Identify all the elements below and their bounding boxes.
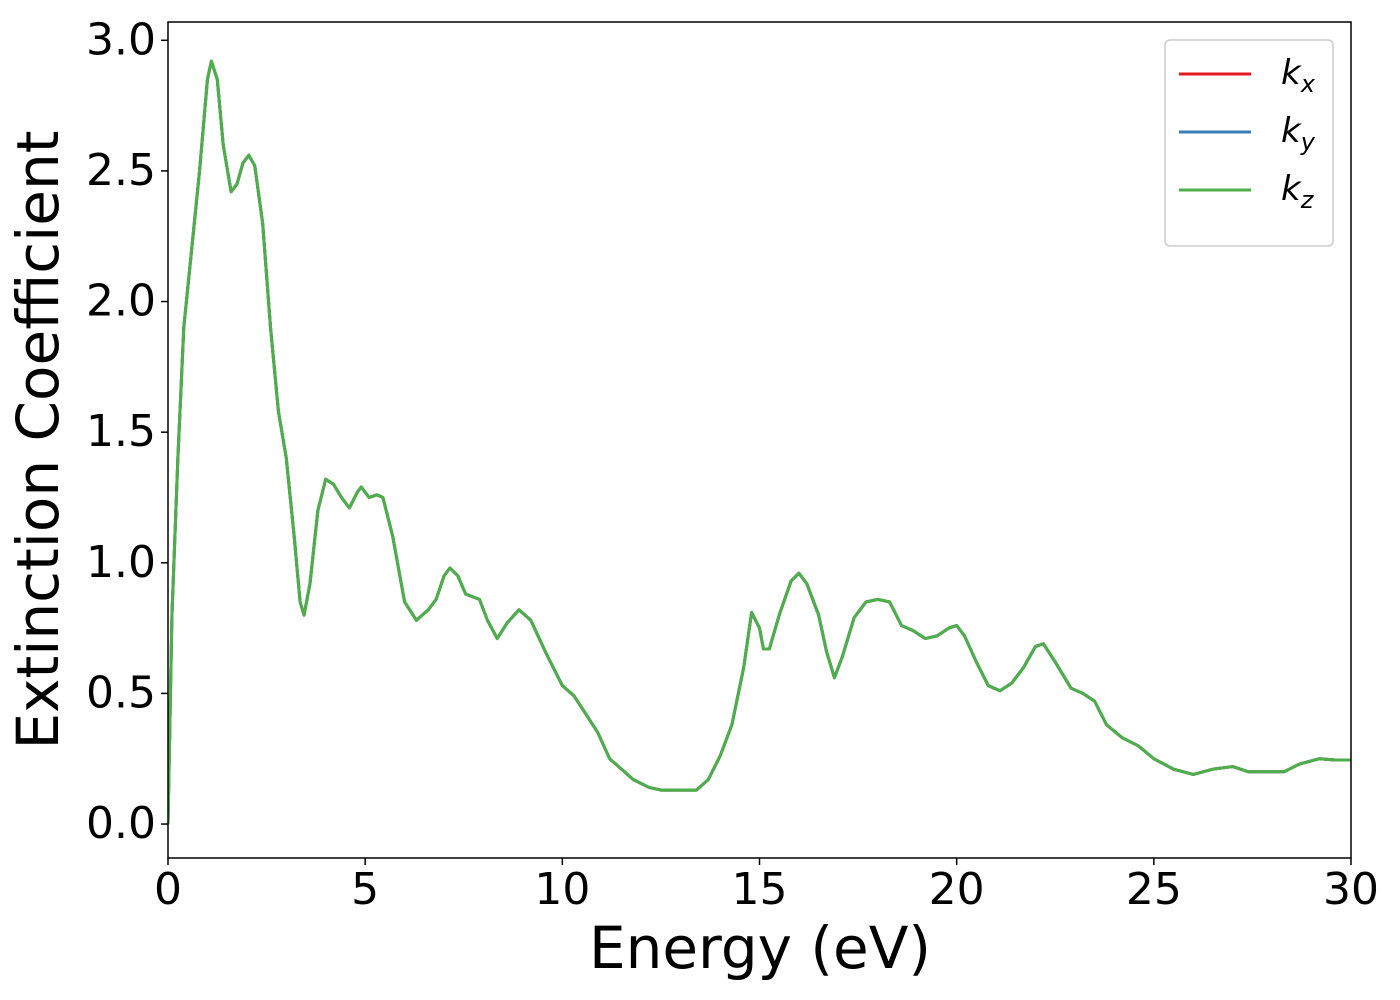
y-axis-label: Extinction Coefficient <box>4 131 72 750</box>
y-tick-label: 0.5 <box>86 667 156 718</box>
x-tick-label: 0 <box>154 864 182 915</box>
legend-box <box>1164 39 1334 247</box>
x-tick-label: 25 <box>1126 864 1182 915</box>
legend-label: kx <box>1281 53 1316 98</box>
x-tick-label: 30 <box>1323 864 1379 915</box>
x-axis-label: Energy (eV) <box>589 914 931 982</box>
legend-label: kz <box>1281 169 1315 214</box>
y-tick-label: 0.0 <box>86 798 156 849</box>
x-tick-label: 20 <box>929 864 985 915</box>
y-tick-label: 2.0 <box>86 276 156 327</box>
x-tick-label: 5 <box>351 864 379 915</box>
y-tick-label: 3.0 <box>86 14 156 65</box>
y-tick-label: 2.5 <box>86 145 156 196</box>
x-tick-label: 15 <box>732 864 788 915</box>
x-tick-label: 10 <box>534 864 590 915</box>
line-series <box>168 59 1351 825</box>
legend-label: ky <box>1281 111 1316 156</box>
plot-frame <box>167 21 1352 859</box>
y-tick-label: 1.0 <box>86 537 156 588</box>
y-tick-label: 1.5 <box>86 406 156 457</box>
